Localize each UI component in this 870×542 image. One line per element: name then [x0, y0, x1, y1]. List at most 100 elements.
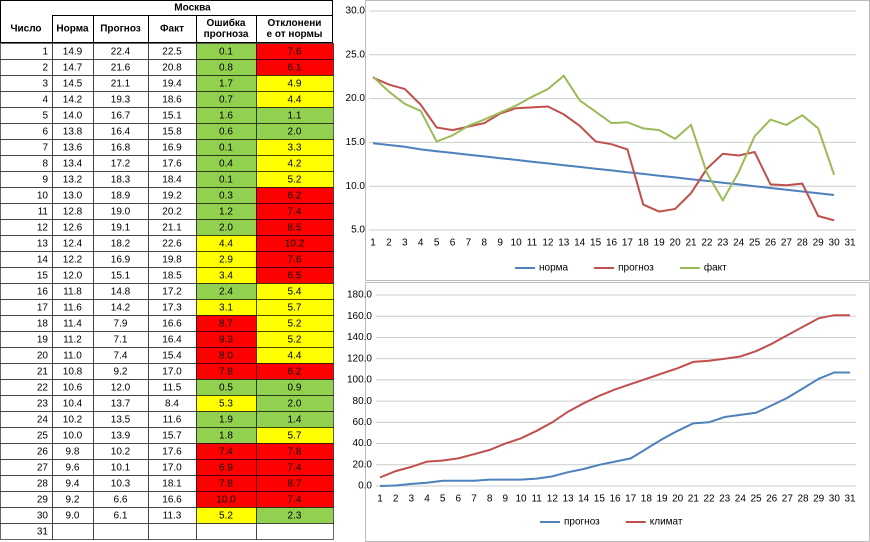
- cell-text: 5.7: [288, 303, 302, 314]
- cell-text: 0.5: [219, 383, 233, 394]
- cell-text: 16.7: [111, 111, 131, 122]
- legend-label: норма: [539, 263, 569, 274]
- cell-text: 16.6: [162, 495, 182, 506]
- cell-text: 6.9: [219, 463, 233, 474]
- x-tick-label: 30: [829, 494, 841, 505]
- x-tick-label: 17: [622, 238, 634, 249]
- cell-text: 19: [37, 335, 49, 346]
- column-header: Число: [10, 24, 41, 35]
- x-tick-label: 18: [638, 238, 650, 249]
- cell-text: 6.6: [114, 495, 128, 506]
- x-tick-label: 23: [717, 238, 729, 249]
- x-tick-label: 8: [482, 238, 488, 249]
- cell-text: 4.4: [288, 351, 302, 362]
- cell-text: 20.2: [162, 207, 182, 218]
- cell-text: 17.0: [162, 463, 182, 474]
- x-tick-label: 26: [765, 238, 777, 249]
- cell-text: 21.6: [111, 63, 131, 74]
- cell-text: 27: [37, 463, 49, 474]
- cell-text: 22.4: [111, 47, 131, 58]
- cell-text: 3: [42, 79, 48, 90]
- cell-text: 8.4: [165, 399, 179, 410]
- cell-text: 4.4: [219, 239, 233, 250]
- cell-text: 10.3: [111, 479, 131, 490]
- series-line: [379, 314, 850, 479]
- cell-text: 14.0: [63, 111, 83, 122]
- cell-text: 15.4: [162, 351, 182, 362]
- cell-text: 13.6: [63, 143, 83, 154]
- cell-text: 14.5: [63, 79, 83, 90]
- cell-text: 29: [37, 495, 49, 506]
- cell-text: 17: [37, 303, 49, 314]
- cell-text: 0.7: [219, 95, 233, 106]
- cell-text: 2.9: [219, 255, 233, 266]
- gap: [333, 0, 365, 542]
- cell-text: 1.1: [288, 111, 302, 122]
- cell-text: 7.6: [288, 47, 302, 58]
- cell-text: 23: [37, 399, 49, 410]
- cell-text: 18.3: [111, 175, 131, 186]
- cell-text: 8.7: [219, 319, 233, 330]
- cell-text: 9.8: [66, 447, 80, 458]
- cell-text: 16.4: [162, 335, 182, 346]
- cell-text: 0.3: [219, 191, 233, 202]
- column-header: Прогноз: [100, 24, 141, 35]
- y-tick-label: 160.0: [347, 311, 372, 322]
- x-tick-label: 16: [606, 238, 618, 249]
- x-tick-label: 14: [578, 494, 590, 505]
- cell: [52, 523, 94, 540]
- cell-text: 13.4: [63, 159, 83, 170]
- cell-text: 12.8: [63, 207, 83, 218]
- x-tick-label: 21: [688, 494, 700, 505]
- cell-text: 18.4: [162, 175, 182, 186]
- x-tick-label: 31: [844, 494, 856, 505]
- cell-text: 12.0: [111, 383, 131, 394]
- cell-text: 18.5: [162, 271, 182, 282]
- x-tick-label: 9: [497, 238, 503, 249]
- x-tick-label: 15: [594, 494, 606, 505]
- cell-text: 7.8: [219, 479, 233, 490]
- cell-text: 9: [42, 175, 48, 186]
- cell-text: 17.2: [162, 287, 182, 298]
- column-header: Ошибка: [206, 17, 245, 29]
- cell-text: 9.0: [66, 511, 80, 522]
- x-tick-label: 19: [656, 494, 668, 505]
- legend-label: климат: [650, 517, 683, 528]
- y-tick-label: 5.0: [351, 225, 365, 236]
- cell-text: 7.4: [288, 207, 302, 218]
- cell-text: 5.2: [288, 175, 302, 186]
- x-tick-label: 30: [829, 238, 841, 249]
- y-tick-label: 0.0: [358, 481, 372, 492]
- x-tick-label: 15: [590, 238, 602, 249]
- cell-text: 21: [37, 367, 49, 378]
- cell-text: 10.4: [63, 399, 83, 410]
- cell-text: 6.2: [288, 191, 302, 202]
- cell-text: 26: [37, 447, 49, 458]
- x-tick-label: 13: [558, 238, 570, 249]
- cell-text: 5.3: [219, 399, 233, 410]
- cell-text: 17.3: [162, 303, 182, 314]
- cell-text: 11.2: [63, 335, 82, 346]
- x-tick-label: 27: [782, 494, 794, 505]
- cell-text: 0.1: [219, 143, 233, 154]
- cell-text: 14: [37, 255, 49, 266]
- x-tick-label: 10: [515, 494, 527, 505]
- x-tick-label: 6: [456, 494, 462, 505]
- chart-frame: [365, 0, 870, 281]
- cell-text: 20.8: [162, 63, 182, 74]
- cell-text: 13.9: [111, 431, 131, 442]
- x-tick-label: 1: [370, 238, 376, 249]
- y-tick-label: 25.0: [346, 49, 366, 60]
- x-tick-label: 7: [466, 238, 472, 249]
- x-tick-label: 23: [719, 494, 731, 505]
- cell-text: 2.3: [288, 511, 302, 522]
- cell-text: 13.5: [111, 415, 131, 426]
- y-tick-label: 60.0: [353, 417, 373, 428]
- cell-text: 13.7: [111, 399, 131, 410]
- cell-text: 11: [38, 207, 49, 218]
- cell-text: 13: [37, 239, 49, 250]
- cell-text: 1.7: [219, 79, 233, 90]
- cell-text: 2.4: [219, 287, 233, 298]
- cell-text: 18.6: [162, 95, 182, 106]
- cell-text: 1.2: [219, 207, 233, 218]
